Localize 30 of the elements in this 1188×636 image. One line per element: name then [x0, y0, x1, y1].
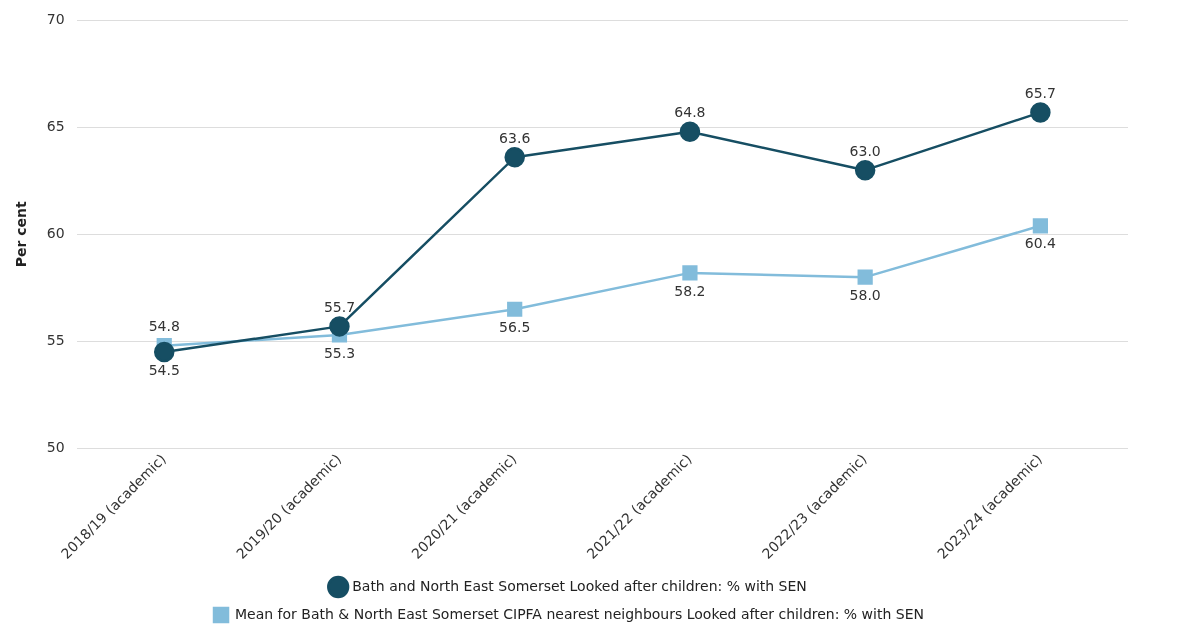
y-tick-label: 70 — [46, 11, 65, 28]
point — [682, 265, 698, 281]
legend-label: Bath and North East Somerset Looked after children: % with SEN — [352, 577, 807, 594]
data-label: 58.0 — [849, 286, 881, 303]
data-label: 56.5 — [499, 318, 531, 335]
point — [329, 316, 350, 337]
point — [1030, 102, 1051, 123]
point — [507, 301, 523, 317]
point — [153, 341, 175, 363]
point — [857, 269, 873, 285]
data-label: 64.8 — [674, 104, 706, 121]
data-label: 63.6 — [499, 129, 531, 146]
data-label: 63.0 — [849, 142, 881, 159]
data-label: 55.7 — [323, 299, 356, 316]
y-axis-title: Per cent — [13, 201, 30, 268]
data-label: 55.3 — [323, 344, 356, 361]
y-tick-label: 50 — [46, 438, 65, 455]
data-label: 54.5 — [148, 361, 180, 378]
legend-label: Mean for Bath & North East Somerset CIPFA nearest neighbours Looked after children: % with SEN — [235, 605, 924, 622]
data-label: 54.8 — [148, 318, 180, 335]
point — [504, 147, 525, 168]
data-label: 60.4 — [1024, 235, 1057, 252]
data-label: 65.7 — [1024, 85, 1056, 102]
point — [1032, 218, 1048, 234]
y-tick-label: 55 — [46, 331, 65, 348]
point — [679, 121, 701, 142]
data-label: 58.2 — [674, 282, 706, 299]
point — [854, 159, 876, 181]
y-tick-label: 65 — [46, 118, 65, 135]
y-tick-label: 60 — [46, 225, 65, 242]
